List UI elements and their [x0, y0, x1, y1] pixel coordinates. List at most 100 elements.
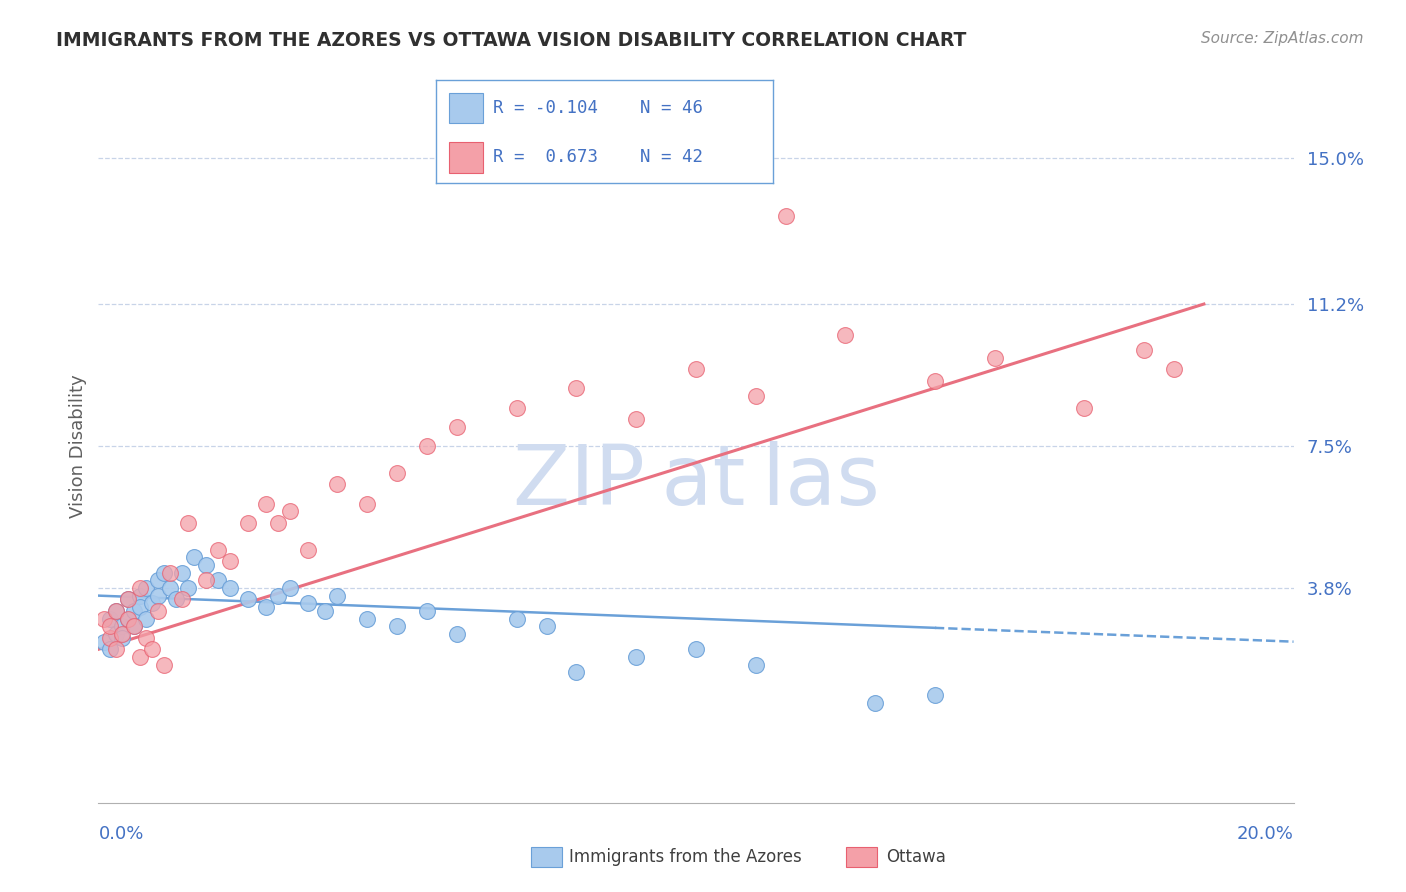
Point	[111, 631, 134, 645]
Point	[685, 642, 707, 657]
Point	[148, 589, 170, 603]
Text: Immigrants from the Azores: Immigrants from the Azores	[569, 848, 803, 866]
Point	[148, 604, 170, 618]
Point	[297, 542, 319, 557]
Point	[685, 362, 707, 376]
Point	[172, 592, 194, 607]
Point	[141, 596, 163, 610]
Point	[177, 516, 200, 530]
Point	[183, 550, 205, 565]
Point	[148, 574, 170, 588]
Point	[297, 596, 319, 610]
Point	[506, 401, 529, 415]
Point	[326, 589, 349, 603]
Point	[194, 558, 218, 572]
Point	[159, 566, 181, 580]
Point	[117, 592, 139, 607]
Point	[141, 642, 163, 657]
Point	[135, 581, 157, 595]
Point	[117, 612, 139, 626]
Point	[194, 574, 218, 588]
Point	[924, 689, 946, 703]
Point	[153, 657, 176, 672]
Text: Ottawa: Ottawa	[886, 848, 946, 866]
Point	[207, 574, 229, 588]
Point	[117, 592, 139, 607]
Point	[236, 592, 259, 607]
Text: IMMIGRANTS FROM THE AZORES VS OTTAWA VISION DISABILITY CORRELATION CHART: IMMIGRANTS FROM THE AZORES VS OTTAWA VIS…	[56, 31, 966, 50]
Text: 20.0%: 20.0%	[1237, 825, 1294, 843]
Point	[446, 419, 468, 434]
Point	[219, 581, 242, 595]
Point	[124, 619, 146, 633]
Point	[177, 581, 200, 595]
Point	[278, 581, 301, 595]
Point	[153, 566, 176, 580]
FancyBboxPatch shape	[450, 142, 484, 173]
Point	[98, 631, 122, 645]
Point	[326, 477, 349, 491]
Point	[356, 497, 378, 511]
Point	[135, 612, 157, 626]
Point	[775, 209, 797, 223]
Point	[416, 604, 439, 618]
Point	[105, 627, 128, 641]
Point	[385, 466, 409, 480]
Point	[267, 589, 290, 603]
Text: 0.0%: 0.0%	[98, 825, 143, 843]
Point	[219, 554, 242, 568]
Text: Source: ZipAtlas.com: Source: ZipAtlas.com	[1201, 31, 1364, 46]
Text: R = -0.104    N = 46: R = -0.104 N = 46	[494, 99, 703, 117]
Text: R =  0.673    N = 42: R = 0.673 N = 42	[494, 148, 703, 166]
FancyBboxPatch shape	[450, 93, 484, 123]
Point	[624, 650, 647, 665]
Point	[93, 612, 115, 626]
Point	[536, 619, 558, 633]
Point	[129, 589, 152, 603]
Point	[124, 619, 146, 633]
Point	[254, 497, 277, 511]
Point	[98, 642, 122, 657]
Point	[506, 612, 529, 626]
Point	[105, 604, 128, 618]
Point	[1133, 343, 1156, 357]
Point	[745, 657, 768, 672]
Point	[207, 542, 229, 557]
Point	[98, 619, 122, 633]
Point	[315, 604, 337, 618]
Point	[446, 627, 468, 641]
Point	[385, 619, 409, 633]
Point	[129, 600, 152, 615]
Point	[98, 612, 122, 626]
Point	[254, 600, 277, 615]
Point	[865, 696, 887, 710]
Point	[1073, 401, 1095, 415]
Point	[1163, 362, 1185, 376]
Point	[565, 665, 588, 680]
Point	[159, 581, 181, 595]
Point	[129, 581, 152, 595]
Point	[267, 516, 290, 530]
Text: ZIP at las: ZIP at las	[513, 442, 879, 522]
Point	[111, 619, 134, 633]
Point	[93, 634, 115, 648]
Point	[565, 381, 588, 395]
Point	[983, 351, 1005, 365]
Point	[111, 627, 134, 641]
Point	[105, 642, 128, 657]
Point	[278, 504, 301, 518]
Point	[356, 612, 378, 626]
Point	[172, 566, 194, 580]
Point	[135, 631, 157, 645]
Y-axis label: Vision Disability: Vision Disability	[69, 374, 87, 518]
Point	[129, 650, 152, 665]
Point	[416, 439, 439, 453]
Point	[924, 374, 946, 388]
Point	[105, 604, 128, 618]
Point	[745, 389, 768, 403]
Point	[117, 612, 139, 626]
Point	[124, 604, 146, 618]
Point	[834, 327, 856, 342]
Point	[236, 516, 259, 530]
Point	[624, 412, 647, 426]
